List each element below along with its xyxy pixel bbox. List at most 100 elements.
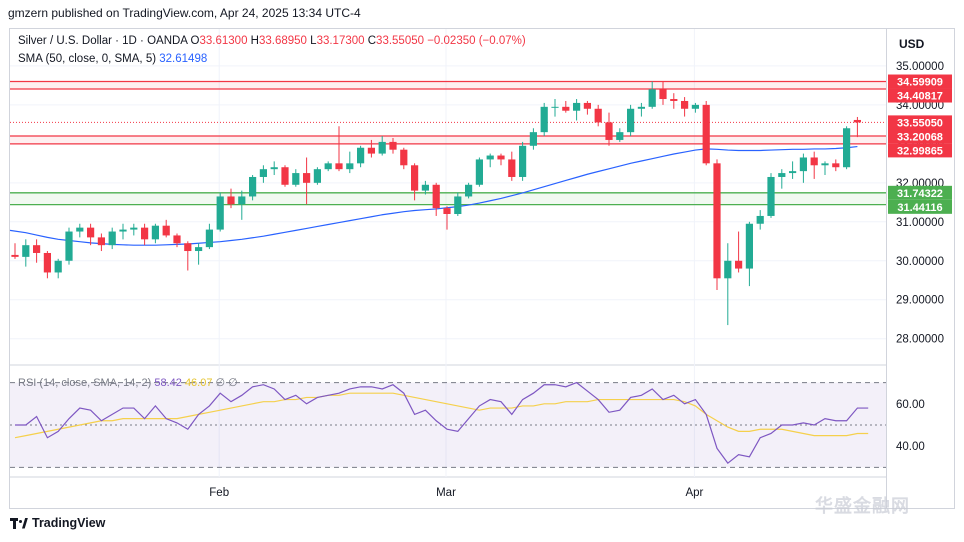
candle-body (497, 155, 505, 160)
candle (162, 219, 170, 238)
candle-body (346, 163, 354, 170)
rsi-sma-line (14, 392, 869, 439)
candle (756, 210, 764, 230)
candle (562, 100, 570, 113)
price-tick-label: 34.00000 (896, 100, 944, 112)
candle-body (227, 196, 235, 205)
candle (594, 104, 602, 127)
candle-body (87, 227, 95, 238)
candle (400, 147, 408, 170)
candle-body (832, 163, 840, 168)
candle-body (11, 254, 19, 257)
candle (767, 173, 775, 218)
candle-body (853, 119, 861, 123)
rsi-sma-value: 46.07 (184, 377, 213, 389)
candle-body (475, 159, 483, 185)
candle-body (162, 225, 170, 236)
candle (195, 243, 203, 265)
level-label-resistance-bg (888, 143, 952, 158)
candle (529, 128, 537, 150)
low-label: L (310, 35, 317, 47)
support-zone-fill (10, 192, 886, 205)
candle-body (108, 231, 116, 246)
close-label: C (367, 35, 377, 47)
candle (292, 169, 300, 187)
level-label-resistance-bg (888, 129, 952, 144)
candle-body (303, 173, 311, 183)
candle (616, 128, 624, 142)
candle (11, 243, 19, 259)
candle (540, 102, 548, 137)
candle (421, 180, 429, 195)
price-tick-label: 28.00000 (896, 334, 944, 346)
tradingview-footer[interactable]: TradingView (10, 516, 105, 530)
candle (454, 192, 462, 216)
candle (249, 175, 257, 201)
candle-body (551, 106, 559, 108)
last-price-label: 33.55050 (897, 117, 943, 129)
candle-body (54, 260, 62, 273)
candle-body (33, 245, 41, 253)
candle (821, 161, 829, 176)
candle-body (205, 229, 213, 248)
candle-body (821, 163, 829, 166)
candle (681, 97, 689, 117)
candle-body (616, 132, 624, 140)
level-label-resistance: 34.40817 (897, 91, 943, 103)
sma-label[interactable]: SMA (50, close, 0, SMA, 5) (18, 53, 157, 65)
currency-selector[interactable]: USD (899, 37, 925, 51)
candle-body (789, 171, 797, 174)
candle-body (443, 208, 451, 214)
candle (778, 169, 786, 189)
price-tick-label: 31.00000 (896, 217, 944, 229)
change-value: −0.02350 (−0.07%) (427, 35, 526, 47)
candle (810, 151, 818, 179)
rsi-legend[interactable]: RSI (14, close, SMA, 14, 2) 58.42 46.07 … (18, 376, 238, 389)
candle-body (778, 173, 786, 177)
candle-body (173, 235, 181, 244)
candle-body (486, 155, 494, 160)
candle (65, 227, 73, 265)
high-label: H (250, 35, 259, 47)
candle (465, 182, 473, 199)
candle-body (216, 196, 224, 230)
sma-value: 32.61498 (159, 53, 208, 65)
candle-body (76, 227, 84, 232)
level-label-resistance: 34.59909 (897, 77, 943, 89)
chart-frame (9, 28, 887, 509)
candle (184, 241, 192, 271)
candle-body (259, 169, 267, 177)
candle (303, 157, 311, 205)
candle (389, 138, 397, 154)
candle-body (659, 89, 667, 100)
candle (659, 81, 667, 105)
candle (151, 223, 159, 244)
candle-body (249, 176, 257, 197)
symbol-name[interactable]: Silver / U.S. Dollar · 1D · OANDA (18, 35, 188, 47)
candle (627, 104, 635, 137)
rsi-extra: ∅ ∅ (215, 377, 238, 389)
candle (497, 153, 505, 166)
candle (313, 167, 321, 185)
level-label-support-bg (888, 199, 952, 214)
candle-body (335, 163, 343, 170)
rsi-tick-label: 40.00 (896, 441, 925, 453)
symbol-legend[interactable]: Silver / U.S. Dollar · 1D · OANDA O33.61… (18, 35, 526, 47)
candle-body (238, 196, 246, 205)
candle (119, 223, 127, 240)
candle-body (141, 227, 149, 240)
candle-body (562, 106, 570, 111)
candle-body (357, 147, 365, 164)
sma-legend[interactable]: SMA (50, close, 0, SMA, 5) 32.61498 (18, 53, 207, 65)
candle (205, 223, 213, 250)
rsi-label[interactable]: RSI (14, close, SMA, 14, 2) (18, 377, 152, 389)
candle (33, 239, 41, 263)
rsi-line (15, 381, 869, 465)
candle-body (810, 157, 818, 166)
candle (54, 258, 62, 279)
candle (367, 139, 375, 158)
candle (573, 99, 581, 121)
candle-body (43, 252, 51, 273)
candle (108, 227, 116, 250)
